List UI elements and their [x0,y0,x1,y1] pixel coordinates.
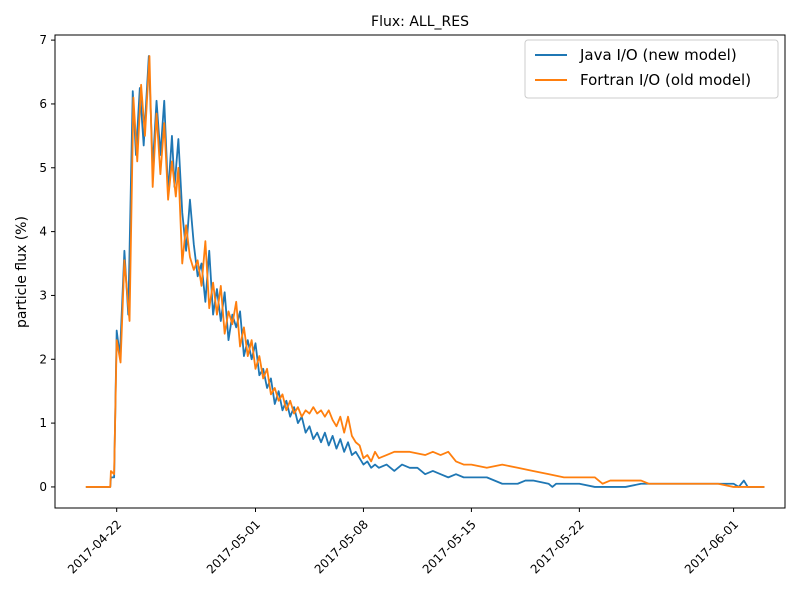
x-tick-label: 2017-04-22 [65,517,124,576]
y-axis: 0 1 2 3 4 5 6 7 [39,33,55,494]
series-layer [85,55,765,488]
y-axis-title: particle flux (%) [14,216,30,328]
y-tick-label: 0 [39,480,47,494]
chart-title: Flux: ALL_RES [371,14,469,30]
legend: Java I/O (new model) Fortran I/O (old mo… [524,39,779,99]
legend-label-fortran: Fortran I/O (old model) [580,71,751,89]
y-tick-label: 2 [39,352,47,366]
series-line-java [85,55,765,488]
y-tick-label: 5 [39,161,47,175]
x-tick-label: 2017-05-08 [312,517,371,576]
plot-frame [54,34,786,509]
y-tick-label: 7 [39,33,47,47]
x-tick-label: 2017-05-01 [204,517,263,576]
legend-label-java: Java I/O (new model) [579,46,737,64]
x-tick-label: 2017-06-01 [682,517,741,576]
y-tick-label: 3 [39,288,47,302]
series-line-fortran [85,55,765,488]
x-tick-label: 2017-05-15 [420,517,479,576]
y-tick-label: 1 [39,416,47,430]
y-tick-label: 4 [39,225,47,239]
y-tick-label: 6 [39,97,47,111]
x-axis: 2017-04-22 2017-05-01 2017-05-08 2017-05-15… [65,508,741,577]
x-tick-label: 2017-05-22 [528,517,587,576]
legend-box [524,39,779,99]
